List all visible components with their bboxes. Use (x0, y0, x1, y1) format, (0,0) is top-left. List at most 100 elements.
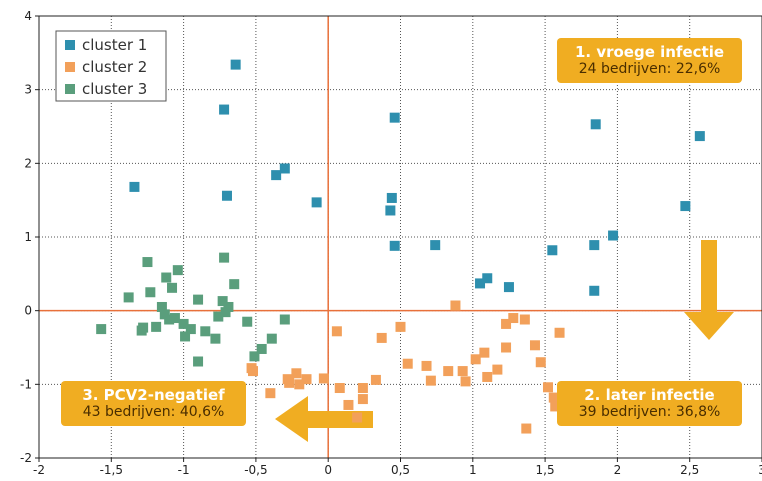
data-point-cluster-1 (680, 201, 691, 212)
data-point-cluster-3 (210, 333, 221, 344)
data-point-cluster-1 (129, 181, 140, 192)
data-point-cluster-1 (230, 59, 241, 70)
data-point-cluster-2 (334, 383, 345, 394)
arrows (275, 240, 734, 442)
data-point-cluster-3 (223, 301, 234, 312)
data-point-cluster-1 (271, 170, 282, 181)
data-point-cluster-2 (519, 314, 530, 325)
data-point-cluster-2 (421, 360, 432, 371)
data-point-cluster-2 (370, 374, 381, 385)
data-point-cluster-2 (550, 401, 561, 412)
data-point-cluster-2 (402, 358, 413, 369)
data-point-cluster-2 (357, 383, 368, 394)
y-tick-label: 2 (24, 156, 32, 170)
data-point-cluster-3 (145, 287, 156, 298)
data-point-cluster-1 (311, 197, 322, 208)
x-tick-label: -0,5 (244, 463, 267, 477)
legend-label-cluster-1: cluster 1 (82, 36, 147, 54)
data-point-cluster-1 (589, 285, 600, 296)
data-point-cluster-2 (460, 376, 471, 387)
data-point-cluster-2 (357, 394, 368, 405)
data-point-cluster-2 (508, 313, 519, 324)
data-point-cluster-3 (229, 279, 240, 290)
data-point-cluster-1 (475, 278, 486, 289)
data-point-cluster-3 (180, 331, 191, 342)
data-point-cluster-2 (376, 332, 387, 343)
data-point-cluster-3 (256, 343, 267, 354)
data-point-cluster-2 (479, 347, 490, 358)
data-point-cluster-3 (151, 321, 162, 332)
data-point-cluster-2 (542, 382, 553, 393)
y-tick-label: 3 (24, 83, 32, 97)
y-tick-label: 4 (24, 9, 32, 23)
callout-pcv2-negative: 3. PCV2-negatief 43 bedrijven: 40,6% (61, 381, 246, 426)
callout-later-infection-title: 2. later infectie (584, 386, 715, 404)
x-tick-label: 1,5 (536, 463, 555, 477)
data-point-cluster-3 (217, 296, 228, 307)
axis-ticks: -2 -1,5 -1 -0,5 0 0,5 1 1,5 2 2,5 3 -2 -1 0 1 2 3 4 (20, 9, 762, 477)
data-point-cluster-1 (589, 240, 600, 251)
data-point-cluster-2 (529, 340, 540, 351)
data-point-cluster-2 (282, 374, 293, 385)
data-point-cluster-3 (193, 356, 204, 367)
data-point-cluster-1 (389, 112, 400, 123)
data-point-cluster-3 (156, 301, 167, 312)
data-point-cluster-2 (492, 364, 503, 375)
y-tick-label: 0 (24, 304, 32, 318)
data-point-cluster-3 (185, 324, 196, 335)
data-point-cluster-2 (352, 412, 363, 423)
data-point-cluster-3 (279, 314, 290, 325)
data-point-cluster-2 (535, 357, 546, 368)
data-point-cluster-2 (425, 375, 436, 386)
arrow-left (275, 396, 373, 442)
data-point-cluster-2 (501, 318, 512, 329)
legend-marker-cluster-3 (65, 84, 75, 94)
data-point-cluster-2 (395, 321, 406, 332)
legend-marker-cluster-2 (65, 62, 75, 72)
data-point-cluster-1 (503, 282, 514, 293)
data-point-cluster-3 (178, 318, 189, 329)
data-point-cluster-3 (242, 316, 253, 327)
callout-later-infection-text: 39 bedrijven: 36,8% (578, 404, 721, 420)
data-point-cluster-3 (172, 265, 183, 276)
data-point-cluster-3 (142, 257, 153, 268)
data-point-cluster-3 (169, 313, 180, 324)
y-tick-label: -1 (20, 377, 32, 391)
data-point-cluster-3 (219, 252, 230, 263)
data-point-cluster-1 (430, 240, 441, 251)
data-points (96, 59, 705, 434)
data-point-cluster-3 (193, 294, 204, 305)
data-point-cluster-3 (200, 326, 211, 337)
data-point-cluster-2 (450, 300, 461, 311)
legend-marker-cluster-1 (65, 40, 75, 50)
x-tick-label: -1,5 (100, 463, 123, 477)
data-point-cluster-2 (248, 366, 259, 377)
data-point-cluster-1 (608, 230, 619, 241)
data-point-cluster-2 (291, 368, 302, 379)
x-tick-label: 2 (614, 463, 622, 477)
data-point-cluster-2 (548, 392, 559, 403)
data-point-cluster-2 (294, 379, 305, 390)
data-point-cluster-2 (301, 374, 312, 385)
data-point-cluster-3 (266, 333, 277, 344)
callout-later-infection: 2. later infectie 39 bedrijven: 36,8% (557, 381, 742, 426)
y-tick-label: -2 (20, 451, 32, 465)
legend: cluster 1 cluster 2 cluster 3 (55, 30, 167, 102)
x-tick-label: 0,5 (391, 463, 410, 477)
data-point-cluster-2 (501, 342, 512, 353)
data-point-cluster-3 (220, 307, 231, 318)
data-point-cluster-1 (279, 163, 290, 174)
data-point-cluster-3 (123, 292, 134, 303)
data-point-cluster-1 (385, 205, 396, 216)
data-point-cluster-2 (443, 366, 454, 377)
legend-label-cluster-3: cluster 3 (82, 80, 147, 98)
x-tick-label: -2 (33, 463, 45, 477)
x-tick-label: 3 (758, 463, 762, 477)
data-point-cluster-2 (554, 327, 565, 338)
data-point-cluster-3 (213, 311, 224, 322)
data-point-cluster-1 (386, 192, 397, 203)
data-point-cluster-2 (343, 399, 354, 410)
data-point-cluster-2 (457, 366, 468, 377)
data-point-cluster-3 (136, 325, 147, 336)
